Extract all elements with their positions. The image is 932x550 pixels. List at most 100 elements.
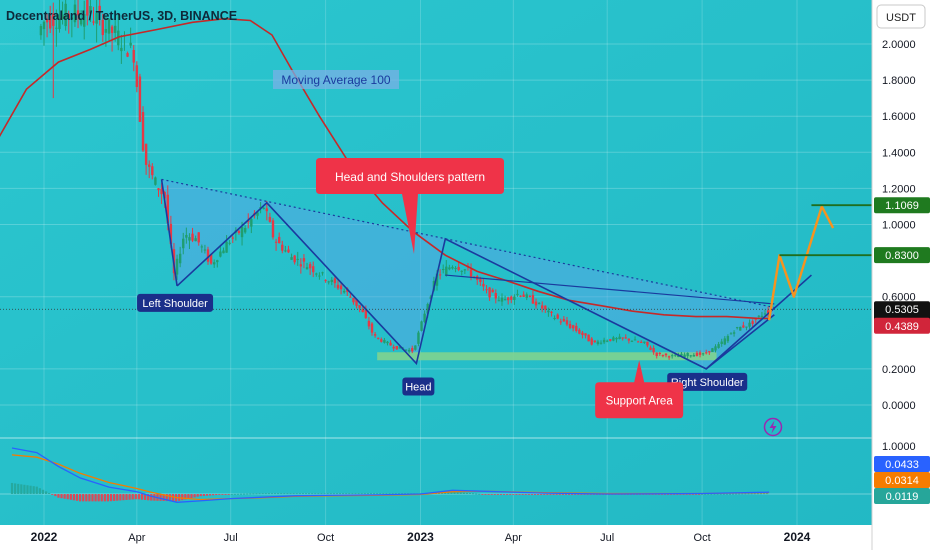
macd-histogram-bar bbox=[26, 485, 29, 494]
candle-body bbox=[178, 253, 182, 264]
candle-body bbox=[265, 208, 269, 212]
candle-body bbox=[110, 26, 114, 33]
candle-body bbox=[674, 354, 677, 356]
candle-body bbox=[763, 313, 767, 315]
macd-histogram-bar bbox=[17, 483, 20, 494]
price-label-text: 1.1069 bbox=[885, 200, 919, 212]
candle-body bbox=[367, 320, 371, 327]
candle-body bbox=[281, 244, 284, 251]
macd-histogram-bar bbox=[540, 494, 543, 495]
macd-histogram-bar bbox=[735, 493, 738, 495]
lightning-icon[interactable] bbox=[763, 417, 783, 437]
candle-body bbox=[383, 339, 386, 343]
candle-body bbox=[677, 355, 680, 358]
macd-histogram-bar bbox=[208, 494, 212, 496]
price-label-text: 0.5305 bbox=[885, 304, 919, 316]
candle-body bbox=[636, 341, 640, 343]
macd-histogram-bar bbox=[759, 493, 762, 495]
candle-body bbox=[377, 337, 380, 339]
macd-histogram-bar bbox=[66, 494, 69, 500]
y-tick-label: 1.2000 bbox=[882, 183, 916, 195]
macd-histogram-bar bbox=[694, 494, 698, 495]
candle-body bbox=[680, 353, 683, 356]
macd-histogram-bar bbox=[493, 494, 496, 495]
candle-body bbox=[441, 269, 445, 271]
macd-histogram-bar bbox=[354, 493, 357, 495]
candle-body bbox=[151, 166, 154, 176]
candle-body bbox=[618, 336, 621, 339]
candle-body bbox=[751, 321, 754, 325]
macd-histogram-bar bbox=[682, 494, 685, 495]
candle-body bbox=[581, 332, 584, 335]
candle-body bbox=[247, 220, 250, 223]
candle-body bbox=[290, 257, 293, 260]
candle-body bbox=[83, 14, 86, 27]
macd-histogram-bar bbox=[94, 494, 97, 502]
candle-body bbox=[621, 337, 624, 339]
pattern-fill bbox=[161, 179, 775, 369]
macd-histogram-bar bbox=[91, 494, 94, 502]
candle-body bbox=[469, 269, 473, 277]
macd-histogram-bar bbox=[181, 494, 184, 501]
macd-histogram-bar bbox=[273, 493, 277, 495]
inner-trend-line bbox=[445, 274, 775, 305]
candle-body bbox=[760, 315, 764, 317]
moving-average-label-text: Moving Average 100 bbox=[281, 73, 391, 87]
candle-body bbox=[630, 340, 634, 342]
macd-histogram-bar bbox=[44, 491, 48, 494]
candle-body bbox=[519, 295, 522, 297]
currency-label: USDT bbox=[886, 12, 916, 24]
macd-value-text: 0.0119 bbox=[886, 491, 919, 503]
macd-histogram-bar bbox=[283, 493, 286, 495]
currency-button[interactable]: USDT bbox=[876, 4, 926, 29]
candle-body bbox=[698, 352, 702, 355]
macd-histogram-bar bbox=[205, 494, 209, 496]
macd-histogram-bar bbox=[63, 494, 66, 499]
macd-histogram-bar bbox=[69, 494, 72, 500]
macd-value-text: 0.0314 bbox=[885, 475, 919, 487]
macd-histogram-bar bbox=[722, 493, 725, 495]
candle-body bbox=[358, 305, 361, 309]
x-tick-label: Apr bbox=[128, 532, 145, 544]
macd-histogram-bar bbox=[10, 482, 14, 494]
candle-body bbox=[58, 17, 61, 30]
macd-histogram-bar bbox=[329, 493, 332, 495]
macd-histogram-bar bbox=[549, 494, 552, 495]
macd-histogram-bar bbox=[57, 494, 60, 498]
macd-histogram-bar bbox=[478, 493, 481, 495]
candle-body bbox=[262, 207, 265, 209]
support-trendline bbox=[705, 274, 812, 370]
candle-body bbox=[126, 53, 129, 57]
candle-body bbox=[407, 349, 411, 352]
candle-body bbox=[652, 347, 655, 353]
macd-histogram-bar bbox=[109, 494, 113, 502]
macd-histogram-bar bbox=[277, 493, 280, 495]
macd-histogram-bar bbox=[366, 493, 369, 495]
macd-histogram-bar bbox=[555, 494, 558, 495]
candle-body bbox=[107, 18, 111, 34]
macd-histogram-bar bbox=[660, 494, 663, 495]
candle-body bbox=[568, 324, 572, 329]
macd-histogram-bar bbox=[400, 493, 404, 495]
candle-body bbox=[228, 242, 231, 244]
macd-histogram-bar bbox=[82, 494, 85, 502]
candle-body bbox=[544, 305, 547, 310]
macd-histogram-bar bbox=[673, 494, 676, 495]
candle-body bbox=[414, 345, 417, 350]
macd-histogram-bar bbox=[391, 493, 394, 495]
candle-body bbox=[615, 337, 618, 340]
macd-histogram-bar bbox=[221, 494, 224, 495]
macd-histogram-bar bbox=[202, 494, 205, 496]
candle-body bbox=[550, 311, 553, 313]
macd-histogram-bar bbox=[137, 494, 140, 500]
macd-histogram-bar bbox=[666, 494, 670, 495]
x-tick-label: 2022 bbox=[31, 530, 58, 544]
candle-body bbox=[274, 241, 278, 243]
candle-body bbox=[370, 323, 374, 333]
macd-histogram-bar bbox=[320, 493, 323, 495]
macd-histogram-bar bbox=[388, 493, 391, 495]
macd-histogram-bar bbox=[363, 493, 366, 495]
macd-histogram-bar bbox=[150, 494, 153, 501]
macd-histogram-bar bbox=[580, 494, 583, 495]
